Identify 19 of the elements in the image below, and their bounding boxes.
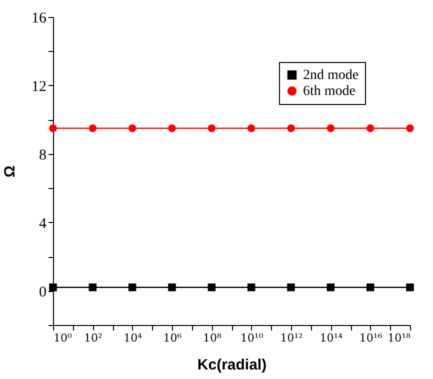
x-tick-label: 10¹² bbox=[280, 332, 303, 344]
legend-label: 2nd mode bbox=[303, 68, 359, 83]
x-tick-label: 10¹⁰ bbox=[240, 332, 264, 344]
x-tick-label: 10⁴ bbox=[124, 332, 143, 344]
x-tick-label: 10⁸ bbox=[202, 332, 222, 344]
x-tick-label: 10⁶ bbox=[163, 332, 182, 344]
x-tick-label: 10¹⁶ bbox=[359, 332, 383, 344]
x-tick-label: 10² bbox=[84, 332, 102, 344]
y-tick-label: 8 bbox=[39, 147, 46, 164]
y-axis-title: Ω bbox=[2, 165, 18, 178]
y-tick-label: 4 bbox=[39, 216, 47, 232]
x-tick-label: 10⁰ bbox=[54, 332, 72, 344]
x-tick-label: 10¹⁸ bbox=[388, 332, 412, 344]
x-axis-title: Kc(radial) bbox=[197, 356, 267, 374]
y-tick-label: 0 bbox=[39, 284, 46, 300]
x-tick-label: 10¹⁴ bbox=[320, 332, 344, 344]
y-tick-label: 16 bbox=[32, 10, 47, 26]
y-tick-label: 12 bbox=[32, 78, 46, 95]
legend-label: 6th mode bbox=[303, 84, 356, 99]
